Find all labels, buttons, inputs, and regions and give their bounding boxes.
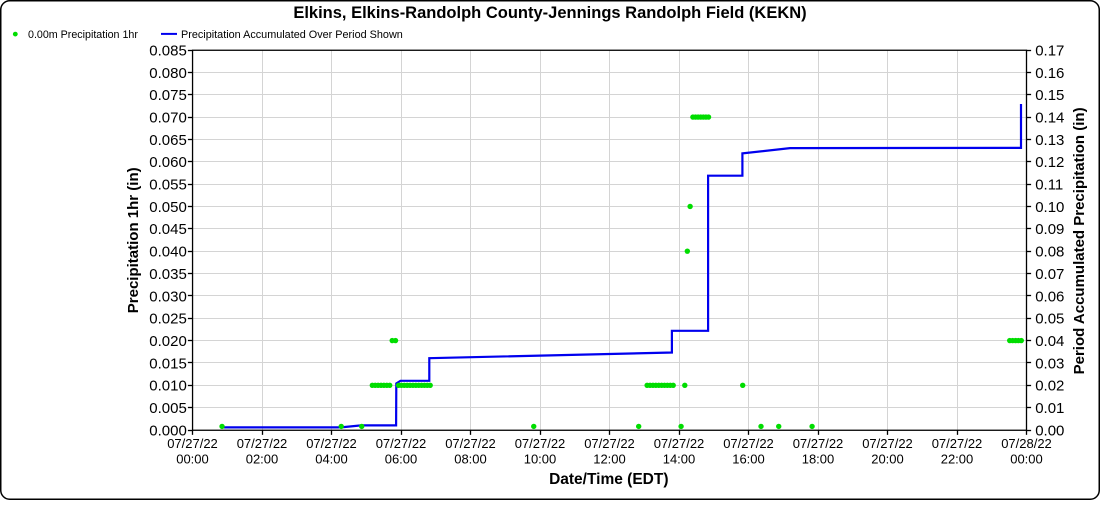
svg-text:0.11: 0.11 [1035,177,1063,194]
svg-text:0.04: 0.04 [1035,333,1064,350]
svg-text:0.01: 0.01 [1035,400,1064,417]
svg-text:0.17: 0.17 [1035,42,1064,59]
svg-text:0.050: 0.050 [149,199,187,216]
svg-text:0.085: 0.085 [149,42,187,59]
svg-text:00:00: 00:00 [1010,451,1043,466]
svg-text:0.09: 0.09 [1035,221,1064,238]
svg-text:Period Accumulated Precipitati: Period Accumulated Precipitation (in) [1071,107,1088,374]
svg-text:0.03: 0.03 [1035,355,1064,372]
svg-text:0.12: 0.12 [1035,154,1064,171]
svg-text:0.05: 0.05 [1035,311,1064,328]
svg-text:12:00: 12:00 [593,451,626,466]
svg-text:22:00: 22:00 [941,451,974,466]
svg-text:0.040: 0.040 [149,244,187,261]
svg-text:14:00: 14:00 [663,451,696,466]
svg-text:0.000: 0.000 [149,422,187,439]
svg-text:0.16: 0.16 [1035,65,1064,82]
svg-text:07/27/22: 07/27/22 [306,436,357,451]
svg-text:0.00m Precipitation 1hr: 0.00m Precipitation 1hr [28,29,138,41]
svg-text:07/27/22: 07/27/22 [723,436,774,451]
svg-text:0.080: 0.080 [149,65,187,82]
svg-text:0.035: 0.035 [149,266,187,283]
svg-text:0.020: 0.020 [149,333,187,350]
svg-text:07/27/22: 07/27/22 [167,436,218,451]
svg-text:07/27/22: 07/27/22 [376,436,427,451]
svg-text:07/28/22: 07/28/22 [1001,436,1052,451]
svg-text:20:00: 20:00 [871,451,904,466]
svg-text:02:00: 02:00 [246,451,279,466]
svg-text:0.06: 0.06 [1035,288,1064,305]
svg-text:Elkins, Elkins-Randolph County: Elkins, Elkins-Randolph County-Jennings … [293,4,806,22]
svg-text:0.070: 0.070 [149,109,187,126]
svg-text:0.08: 0.08 [1035,244,1064,261]
svg-text:07/27/22: 07/27/22 [793,436,844,451]
svg-text:0.045: 0.045 [149,221,187,238]
svg-text:07/27/22: 07/27/22 [515,436,566,451]
svg-text:07/27/22: 07/27/22 [654,436,705,451]
svg-text:0.02: 0.02 [1035,378,1064,395]
svg-text:07/27/22: 07/27/22 [862,436,913,451]
svg-text:0.030: 0.030 [149,288,187,305]
svg-text:0.005: 0.005 [149,400,187,417]
svg-text:0.13: 0.13 [1035,132,1064,149]
svg-text:07/27/22: 07/27/22 [932,436,983,451]
svg-text:0.15: 0.15 [1035,87,1064,104]
svg-text:0.010: 0.010 [149,378,187,395]
svg-text:Precipitation Accumulated Over: Precipitation Accumulated Over Period Sh… [181,29,403,41]
svg-text:0.075: 0.075 [149,87,187,104]
svg-text:Date/Time (EDT): Date/Time (EDT) [549,471,668,488]
svg-text:0.055: 0.055 [149,177,187,194]
svg-text:16:00: 16:00 [732,451,765,466]
svg-text:04:00: 04:00 [315,451,348,466]
svg-text:0.015: 0.015 [149,355,187,372]
svg-text:Precipitation 1hr (in): Precipitation 1hr (in) [125,167,142,313]
svg-text:0.00: 0.00 [1035,422,1064,439]
svg-text:08:00: 08:00 [454,451,487,466]
svg-text:0.10: 0.10 [1035,199,1064,216]
svg-text:0.060: 0.060 [149,154,187,171]
svg-text:0.14: 0.14 [1035,109,1064,126]
svg-text:10:00: 10:00 [524,451,557,466]
svg-text:00:00: 00:00 [176,451,209,466]
svg-text:06:00: 06:00 [385,451,418,466]
svg-text:0.065: 0.065 [149,132,187,149]
svg-text:07/27/22: 07/27/22 [584,436,635,451]
svg-text:0.07: 0.07 [1035,266,1064,283]
svg-text:0.025: 0.025 [149,311,187,328]
svg-text:07/27/22: 07/27/22 [237,436,288,451]
svg-text:07/27/22: 07/27/22 [445,436,496,451]
svg-text:18:00: 18:00 [802,451,835,466]
